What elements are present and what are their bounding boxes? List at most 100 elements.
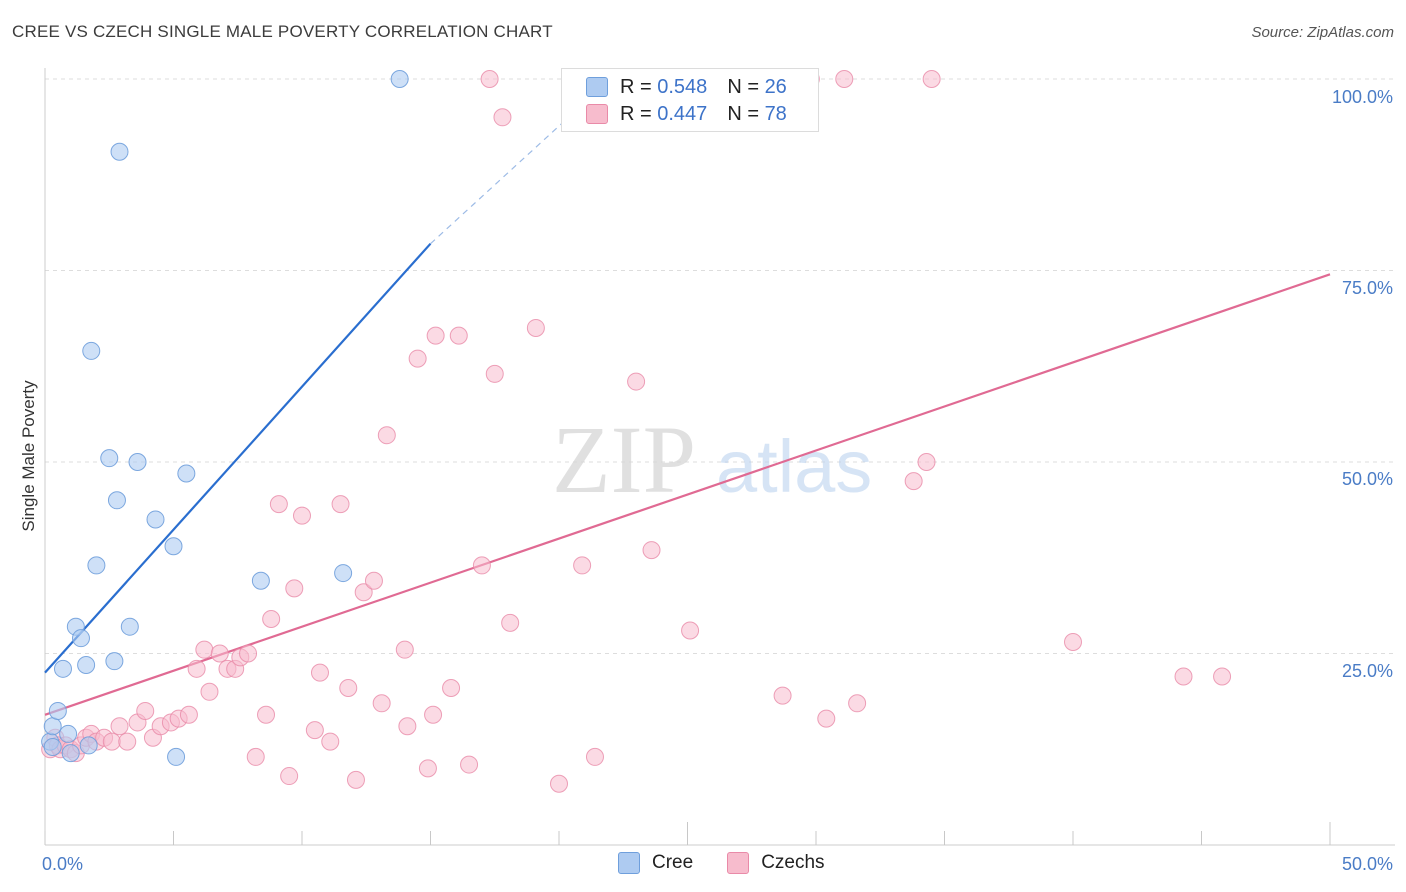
czech-point [118, 732, 137, 751]
czech-point [472, 556, 491, 575]
czech-point [364, 571, 383, 590]
cree-point [105, 652, 124, 671]
cree-legend-label: Cree [652, 852, 694, 873]
chart-title: CREE VS CZECH SINGLE MALE POVERTY CORREL… [12, 22, 553, 41]
czech-point [257, 705, 276, 724]
cree-point [110, 142, 129, 161]
cree-point [77, 655, 96, 674]
czech-point [339, 678, 358, 697]
cree-point [100, 449, 119, 468]
cree-point [59, 724, 78, 743]
czech-point [817, 709, 836, 728]
czech-point [904, 472, 923, 491]
czech-point [835, 70, 854, 88]
axes [44, 68, 1395, 846]
czech-point [321, 732, 340, 751]
czech-point [681, 621, 700, 640]
czech-point [493, 108, 512, 127]
czech-point [262, 610, 281, 629]
watermark-zip: ZIP [552, 406, 696, 513]
czech-point [424, 705, 443, 724]
legend-row-czechs: R = 0.447 N = 78 [586, 102, 787, 126]
czech-point [442, 678, 461, 697]
y-tick-label-100: 100.0% [1332, 87, 1393, 107]
cree-point [334, 564, 353, 583]
r-value: 0.447 [657, 102, 708, 125]
cree-swatch [586, 77, 608, 97]
cree-point [167, 747, 186, 766]
x-tick-label-min: 0.0% [42, 854, 83, 874]
stats-legend: R = 0.548 N = 26 R = 0.447 N = 78 [561, 68, 819, 132]
czech-point [305, 721, 324, 740]
r-label: R = [620, 102, 658, 125]
cree-point [120, 617, 139, 636]
tick-labels: Single Male Poverty 0.0% 50.0% 25.0% 50.… [19, 87, 1393, 874]
watermark: ZIP atlas [552, 406, 872, 513]
czech-point [573, 556, 592, 575]
czech-point [460, 755, 479, 774]
czech-point [372, 694, 391, 713]
czech-point [485, 364, 504, 383]
czech-swatch [586, 104, 608, 124]
source-label: Source: ZipAtlas.com [1251, 24, 1394, 41]
cree-point [48, 701, 67, 720]
legend-row-cree: R = 0.548 N = 26 [586, 75, 787, 99]
czech-point [110, 717, 129, 736]
czech-point [246, 747, 265, 766]
czech-point [195, 640, 214, 659]
r-value: 0.548 [657, 75, 708, 98]
cree-legend-swatch [618, 852, 640, 874]
series-legend: Cree Czechs [618, 852, 859, 874]
czech-point [354, 583, 373, 602]
cree-point [82, 341, 101, 360]
cree-point [128, 453, 147, 471]
czech-point [1213, 667, 1232, 686]
gridlines [45, 78, 1395, 654]
czech-point [917, 453, 936, 471]
n-value: 78 [764, 102, 787, 125]
czech-point [408, 349, 427, 368]
czech-point [642, 541, 661, 560]
czech-point [848, 694, 867, 713]
czech-point [585, 747, 604, 766]
cree-point [177, 464, 196, 483]
czech-point [627, 372, 646, 391]
czech-point [922, 70, 941, 88]
cree-point [53, 659, 72, 678]
czech-point [346, 770, 365, 789]
czech-point [280, 767, 299, 786]
y-tick-label-25: 25.0% [1342, 661, 1393, 681]
czech-point [310, 663, 329, 682]
n-label: N = [727, 102, 765, 125]
czech-point [1064, 633, 1082, 652]
czech-point [377, 426, 396, 445]
cree-point [43, 737, 62, 756]
czech-point [136, 701, 155, 720]
r-label: R = [620, 75, 658, 98]
watermark-atlas: atlas [716, 425, 872, 508]
cree-point [87, 556, 106, 575]
n-label: N = [727, 75, 765, 98]
legend-item-cree[interactable]: Cree [618, 852, 693, 874]
cree-point [71, 629, 90, 648]
czech-point [102, 732, 121, 751]
czech-point [501, 613, 520, 632]
cree-point [146, 510, 165, 529]
trend-lines [44, 78, 1331, 716]
czech-point [210, 644, 229, 663]
czech-point [395, 640, 414, 659]
czech-point [1174, 667, 1193, 686]
czech-point [398, 717, 417, 736]
data-points [41, 70, 1232, 793]
czech-point [418, 759, 437, 778]
czech-point [480, 70, 499, 88]
czech-point [426, 326, 445, 345]
czech-legend-label: Czechs [761, 852, 825, 873]
cree-point [390, 70, 409, 88]
czech-point [773, 686, 792, 705]
cree-point [251, 571, 270, 590]
czech-point [179, 705, 198, 724]
czech-trend-line [44, 273, 1331, 716]
legend-item-czechs[interactable]: Czechs [727, 852, 825, 874]
